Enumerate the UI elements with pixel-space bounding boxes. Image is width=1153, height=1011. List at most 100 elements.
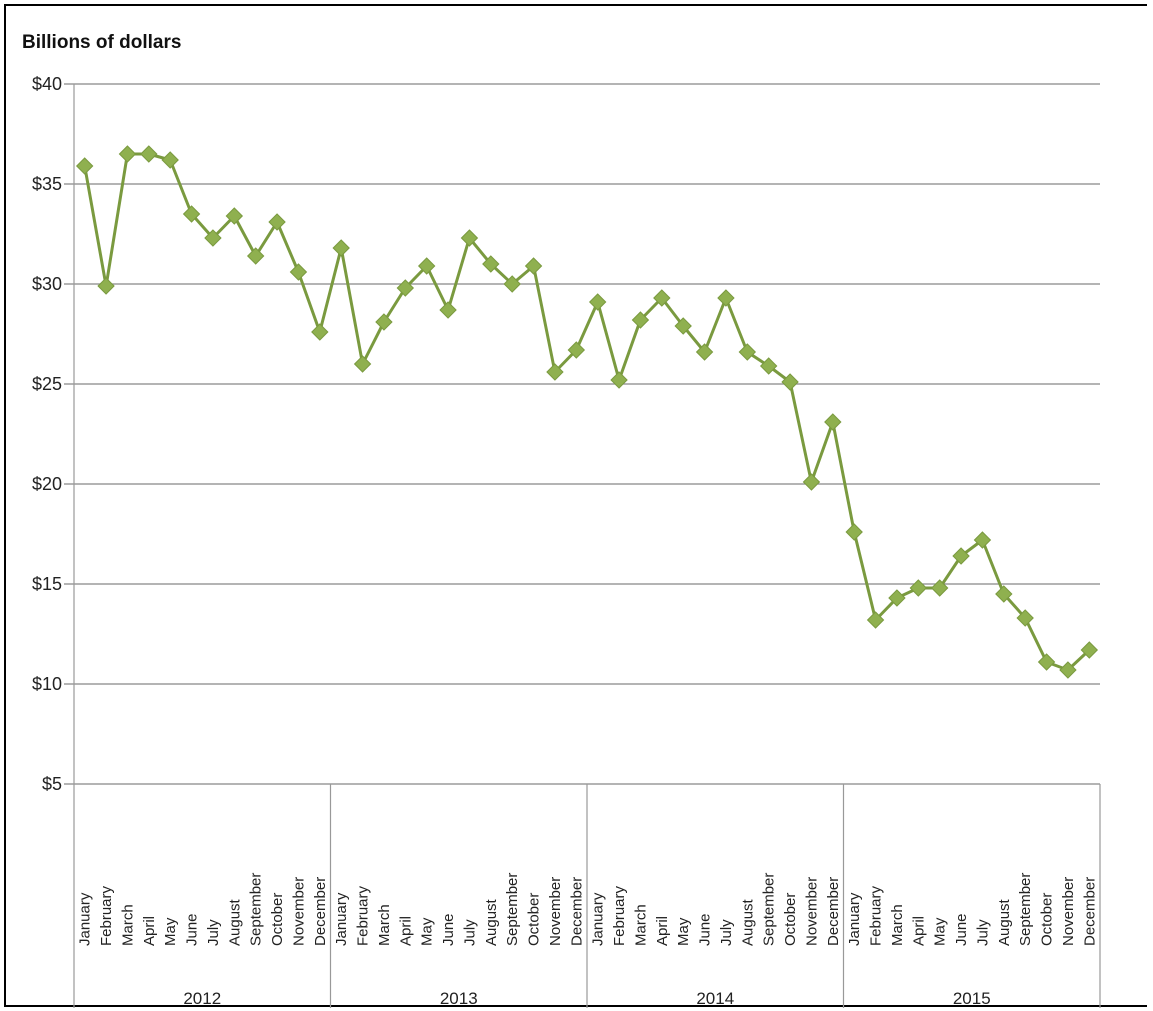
data-point — [631, 311, 650, 329]
data-point — [482, 255, 500, 273]
x-tick-label: January — [77, 892, 94, 946]
x-tick-label: May — [419, 917, 436, 946]
data-point — [653, 289, 671, 307]
data-point — [759, 357, 778, 375]
data-point — [311, 323, 329, 341]
y-tick-label: $35 — [32, 174, 62, 194]
y-tick-label: $40 — [32, 74, 62, 94]
x-tick-label: October — [1039, 893, 1056, 946]
data-point — [332, 239, 350, 257]
x-tick-label: November — [290, 877, 307, 946]
y-axis-unit-label: Billions of dollars — [22, 32, 182, 53]
x-tick-label: July — [718, 919, 735, 946]
data-point — [738, 343, 757, 361]
data-point — [1080, 641, 1099, 659]
x-tick-label: August — [996, 898, 1013, 946]
x-tick-label: May — [162, 917, 179, 946]
x-tick-label: February — [611, 885, 628, 946]
data-point — [866, 611, 885, 629]
x-tick-label: March — [632, 904, 649, 946]
x-tick-label: January — [590, 892, 607, 946]
data-point — [375, 313, 393, 331]
x-tick-label: April — [654, 916, 671, 946]
data-point — [546, 363, 564, 381]
x-tick-label: September — [761, 873, 778, 946]
x-tick-label: September — [248, 873, 265, 946]
data-point — [353, 355, 372, 373]
data-point — [1037, 653, 1056, 671]
x-tick-label: February — [868, 885, 885, 946]
x-tick-label: June — [184, 913, 201, 946]
data-point — [524, 257, 543, 275]
x-tick-label: May — [932, 917, 949, 946]
data-point — [930, 579, 949, 597]
x-tick-label: November — [803, 877, 820, 946]
x-tick-label: March — [889, 904, 906, 946]
data-point — [75, 157, 94, 175]
year-label: 2013 — [440, 989, 478, 1008]
data-point — [973, 531, 992, 549]
data-point — [417, 257, 436, 275]
x-tick-label: November — [1060, 877, 1077, 946]
year-label: 2015 — [953, 989, 991, 1008]
x-tick-label: July — [205, 919, 222, 946]
x-tick-label: July — [974, 919, 991, 946]
y-tick-label: $10 — [32, 674, 62, 694]
data-point — [140, 145, 158, 163]
y-tick-label: $5 — [42, 774, 62, 794]
x-tick-label: April — [910, 916, 927, 946]
y-tick-label: $15 — [32, 574, 62, 594]
data-point — [161, 151, 179, 169]
data-point — [567, 341, 586, 359]
x-tick-label: October — [782, 893, 799, 946]
x-tick-label: April — [141, 916, 158, 946]
x-tick-label: December — [568, 877, 585, 946]
data-point — [781, 373, 799, 391]
data-point — [888, 589, 906, 607]
x-tick-label: December — [312, 877, 329, 946]
data-point — [845, 523, 863, 541]
x-tick-label: June — [440, 913, 457, 946]
x-tick-label: February — [98, 885, 115, 946]
data-point — [1016, 609, 1034, 627]
x-tick-label: August — [483, 898, 500, 946]
x-tick-label: March — [119, 904, 136, 946]
data-point — [396, 279, 415, 297]
x-tick-label: January — [333, 892, 350, 946]
data-point — [182, 205, 201, 223]
data-point — [952, 547, 970, 565]
data-point — [610, 371, 628, 389]
data-point — [503, 275, 521, 293]
data-point — [439, 301, 457, 319]
x-tick-label: March — [376, 904, 393, 946]
y-tick-label: $25 — [32, 374, 62, 394]
data-point — [909, 579, 928, 597]
data-point — [118, 145, 137, 163]
x-tick-label: September — [504, 873, 521, 946]
x-tick-label: July — [461, 919, 478, 946]
year-label: 2014 — [696, 989, 734, 1008]
data-point — [674, 317, 692, 335]
data-point — [97, 277, 115, 295]
x-tick-label: April — [397, 916, 414, 946]
data-point — [460, 229, 479, 247]
data-point — [268, 213, 286, 231]
data-point — [289, 263, 308, 281]
x-tick-label: August — [226, 898, 243, 946]
x-tick-label: November — [547, 877, 564, 946]
data-point — [717, 289, 735, 307]
x-tick-label: August — [739, 898, 756, 946]
data-point — [204, 229, 222, 247]
x-tick-label: September — [1017, 873, 1034, 946]
x-tick-label: October — [269, 893, 286, 946]
x-tick-label: June — [697, 913, 714, 946]
data-point — [995, 585, 1013, 603]
y-tick-label: $30 — [32, 274, 62, 294]
data-point — [246, 247, 265, 265]
x-tick-label: June — [953, 913, 970, 946]
data-point — [824, 413, 842, 431]
y-tick-label: $20 — [32, 474, 62, 494]
data-point — [1059, 661, 1077, 679]
data-point — [588, 293, 607, 311]
